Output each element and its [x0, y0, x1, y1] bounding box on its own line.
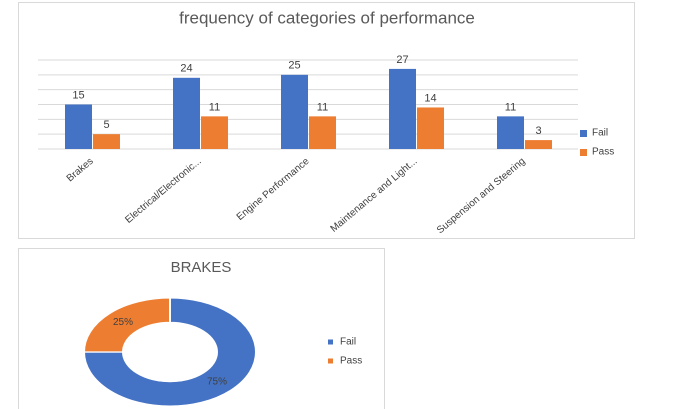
- legend-swatch: [580, 149, 587, 156]
- data-label: 11: [505, 101, 516, 113]
- legend-swatch: [328, 339, 333, 345]
- data-label: 25: [288, 60, 300, 72]
- legend-label: Pass: [592, 147, 614, 158]
- legend-label: Fail: [340, 337, 356, 348]
- chart-title: frequency of categories of performance: [179, 8, 475, 27]
- donut-slice: [82, 297, 257, 407]
- data-label: 11: [317, 101, 328, 113]
- legend-label: Fail: [592, 128, 608, 139]
- data-label: 11: [209, 101, 220, 113]
- data-label: 15: [72, 89, 84, 101]
- legend-swatch: [328, 358, 333, 364]
- donut-slice: [82, 297, 171, 353]
- data-label: 3: [535, 125, 541, 137]
- donut: [82, 297, 257, 407]
- bar: [201, 116, 228, 149]
- bar: [65, 104, 92, 149]
- bar: [389, 68, 416, 149]
- bar: [497, 116, 524, 149]
- data-label: 27: [396, 54, 408, 66]
- data-label: 14: [424, 92, 436, 104]
- data-label: 5: [103, 119, 109, 131]
- bar: [309, 116, 336, 149]
- data-label: 25%: [113, 317, 133, 328]
- chart-title: BRAKES: [171, 259, 232, 276]
- data-label: 24: [180, 63, 192, 75]
- legend-label: Pass: [340, 356, 362, 367]
- bar: [417, 107, 444, 149]
- bar: [173, 77, 200, 149]
- data-label: 75%: [207, 376, 227, 387]
- bar: [281, 74, 308, 149]
- bar: [525, 140, 552, 149]
- bar: [93, 134, 120, 149]
- legend-swatch: [580, 130, 587, 137]
